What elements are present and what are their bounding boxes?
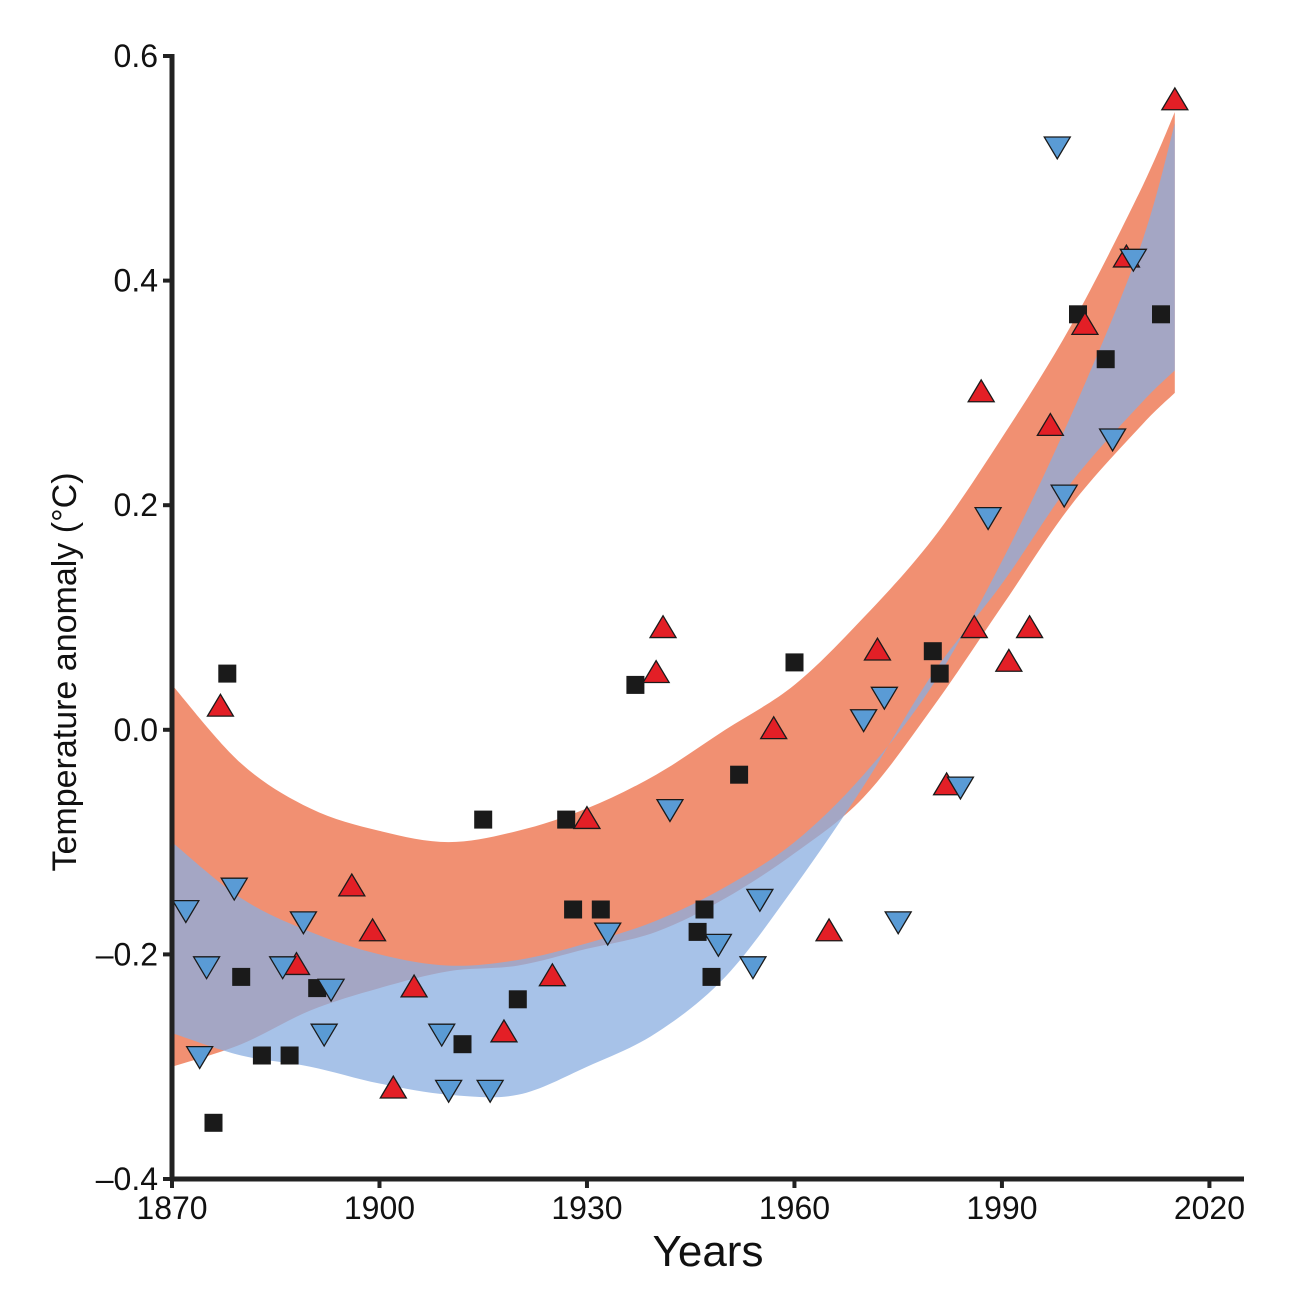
blue-triangle-marker: [884, 911, 913, 936]
y-tick-label: –0.4: [96, 1161, 158, 1197]
black-square-marker: [1096, 350, 1115, 369]
x-tick-label: 1930: [551, 1190, 622, 1226]
blue-triangle-marker: [434, 1079, 463, 1104]
blue-triangle-marker: [185, 1046, 214, 1070]
y-tick-label: 0.4: [114, 263, 158, 299]
black-square-marker: [252, 1046, 271, 1065]
blue-triangle-marker: [171, 900, 200, 924]
x-tick-label: 1900: [344, 1190, 415, 1226]
black-square-marker: [557, 810, 576, 829]
blue-triangle-marker: [310, 1023, 339, 1048]
red-triangle-marker: [1015, 614, 1044, 639]
red-triangle-marker: [641, 659, 671, 684]
black-square-marker: [218, 664, 237, 683]
black-square-marker: [730, 765, 749, 784]
black-square-marker: [688, 922, 707, 941]
black-square-marker: [626, 675, 645, 694]
red-triangle-marker: [337, 872, 366, 897]
blue-triangle-marker: [192, 956, 221, 980]
x-tick-label: 2020: [1174, 1190, 1245, 1226]
red-triangle-marker: [1036, 412, 1065, 437]
red-triangle-marker: [399, 973, 429, 998]
red-triangle-marker: [967, 378, 996, 403]
blue-triangle-marker: [1098, 428, 1127, 453]
red-triangle-marker: [489, 1018, 519, 1043]
blue-band: [172, 123, 1175, 1098]
black-square-marker: [474, 810, 493, 829]
red-triangle-marker: [648, 614, 678, 639]
black-square-marker: [204, 1113, 223, 1132]
blue-triangle-marker: [870, 686, 899, 711]
blue-triangle-marker: [849, 709, 878, 733]
x-tick-label: 1870: [136, 1190, 207, 1226]
red-triangle-marker: [379, 1074, 408, 1099]
y-ticks: –0.4 –0.2 0.0 0.2 0.4 0.6: [96, 38, 172, 1197]
black-square-marker: [1152, 305, 1170, 324]
red-triangle-marker: [759, 715, 788, 740]
y-tick-label: 0.6: [114, 38, 158, 74]
blue-triangle-marker: [427, 1023, 456, 1048]
black-square-marker: [923, 642, 942, 661]
red-triangle-marker: [206, 693, 235, 717]
red-triangle-marker: [960, 614, 989, 639]
red-triangle-marker: [994, 648, 1023, 672]
black-square-marker: [695, 900, 714, 919]
blue-triangle-marker: [475, 1079, 505, 1104]
blue-triangle-marker: [220, 877, 249, 902]
black-square-marker: [564, 900, 583, 919]
black-square-marker: [232, 967, 251, 986]
red-triangle-marker: [1160, 86, 1189, 111]
red-triangle-marker: [1070, 311, 1100, 335]
confidence-bands: [172, 112, 1175, 1098]
x-axis-title: Years: [653, 1227, 764, 1276]
blue-triangle-marker: [1050, 484, 1079, 509]
red-triangle-marker: [358, 917, 387, 942]
black-square-marker: [453, 1035, 472, 1054]
blue-triangle-marker: [593, 922, 622, 947]
x-ticks: 1870 1900 1930 1960 1990 2020: [136, 1179, 1245, 1226]
y-tick-label: 0.0: [114, 712, 158, 748]
black-square-marker: [280, 1046, 299, 1065]
black-square-marker: [702, 967, 721, 986]
red-triangle-marker: [538, 962, 567, 987]
blue-triangle-marker: [745, 888, 775, 913]
blue-triangle-marker: [973, 506, 1003, 531]
black-square-marker: [930, 664, 949, 683]
red-triangle-marker: [863, 636, 892, 661]
y-tick-label: 0.2: [114, 487, 158, 523]
blue-triangle-marker: [268, 956, 297, 980]
x-tick-label: 1990: [966, 1190, 1037, 1226]
black-square-marker: [785, 653, 804, 672]
red-triangle-marker: [814, 917, 844, 942]
blue-triangle-marker: [655, 798, 685, 823]
axes: –0.4 –0.2 0.0 0.2 0.4 0.6 1870 1900 1930 1960 199…: [96, 38, 1245, 1226]
y-axis-title: Temperature anomaly (°C): [46, 472, 84, 871]
blue-triangle-marker: [738, 956, 768, 980]
x-tick-label: 1960: [759, 1190, 830, 1226]
blue-triangle-marker: [704, 933, 733, 958]
blue-triangle-marker: [1119, 248, 1148, 273]
blue-triangle-marker: [1043, 136, 1072, 161]
black-square-marker: [591, 900, 610, 919]
red-triangle-marker: [572, 805, 602, 830]
blue-triangle-marker: [289, 911, 318, 936]
blue-triangle-marker: [946, 776, 975, 801]
blue-triangle-marker: [316, 978, 346, 1003]
y-tick-label: –0.2: [96, 936, 158, 972]
data-markers: [171, 86, 1189, 1132]
black-square-marker: [508, 990, 527, 1009]
